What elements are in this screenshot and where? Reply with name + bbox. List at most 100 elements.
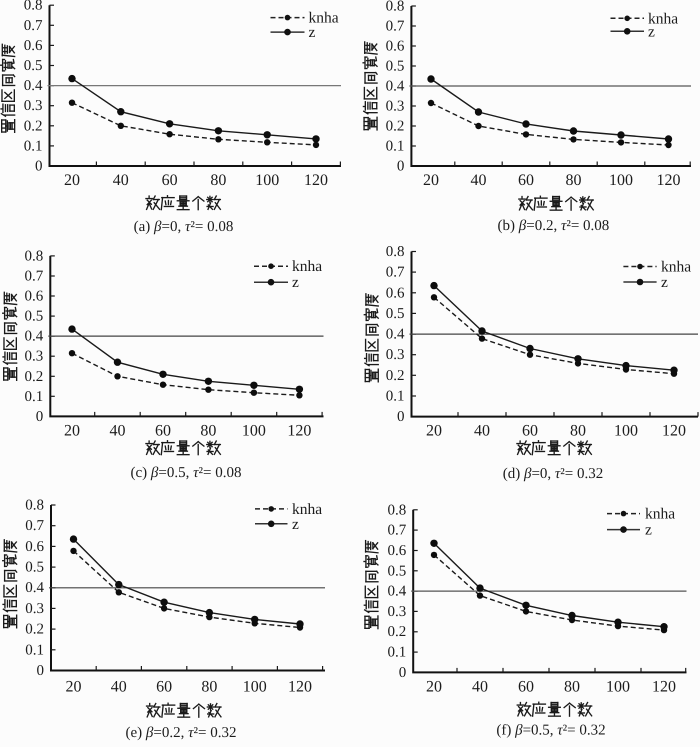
svg-text:0.6: 0.6 xyxy=(386,285,405,301)
svg-text:0.7: 0.7 xyxy=(24,18,43,34)
svg-text:0.5: 0.5 xyxy=(25,309,44,325)
svg-text:0: 0 xyxy=(37,663,45,679)
svg-text:100: 100 xyxy=(606,678,630,695)
svg-text:0.8: 0.8 xyxy=(25,248,44,264)
svg-text:0.8: 0.8 xyxy=(387,502,406,518)
svg-text:100: 100 xyxy=(614,423,638,440)
svg-text:knha: knha xyxy=(309,10,339,27)
svg-text:80: 80 xyxy=(564,678,580,695)
svg-text:60: 60 xyxy=(162,172,178,189)
svg-text:100: 100 xyxy=(609,172,633,189)
svg-text:80: 80 xyxy=(210,172,226,189)
svg-text:0.2: 0.2 xyxy=(386,119,405,135)
svg-text:(e) β=0.2, τ²= 0.32: (e) β=0.2, τ²= 0.32 xyxy=(126,725,237,741)
svg-text:0.7: 0.7 xyxy=(386,265,405,281)
svg-text:0.7: 0.7 xyxy=(25,269,44,285)
svg-text:0.4: 0.4 xyxy=(387,584,406,600)
svg-text:0.1: 0.1 xyxy=(25,389,44,405)
svg-text:0.1: 0.1 xyxy=(386,139,405,155)
svg-text:120: 120 xyxy=(288,679,312,696)
svg-text:(d) β=0, τ²= 0.32: (d) β=0, τ²= 0.32 xyxy=(503,466,604,482)
svg-text:40: 40 xyxy=(113,172,129,189)
svg-text:z: z xyxy=(292,274,299,291)
svg-text:knha: knha xyxy=(648,10,678,27)
svg-text:0.7: 0.7 xyxy=(386,19,405,35)
svg-text:0.2: 0.2 xyxy=(387,624,406,640)
svg-text:z: z xyxy=(309,24,316,41)
svg-text:z: z xyxy=(292,516,299,533)
svg-text:0: 0 xyxy=(35,159,43,175)
svg-text:20: 20 xyxy=(66,679,82,696)
svg-text:120: 120 xyxy=(657,172,681,189)
svg-text:0.4: 0.4 xyxy=(24,78,43,94)
svg-text:0.3: 0.3 xyxy=(387,604,406,620)
svg-text:60: 60 xyxy=(518,678,534,695)
svg-text:0.6: 0.6 xyxy=(387,543,406,559)
svg-text:20: 20 xyxy=(423,172,439,189)
svg-text:0.7: 0.7 xyxy=(387,523,406,539)
svg-text:20: 20 xyxy=(64,172,80,189)
svg-text:120: 120 xyxy=(304,172,328,189)
svg-text:0.8: 0.8 xyxy=(24,0,43,14)
svg-text:0.3: 0.3 xyxy=(25,601,44,617)
svg-text:(b) β=0.2, τ²= 0.08: (b) β=0.2, τ²= 0.08 xyxy=(498,218,610,234)
svg-text:0.6: 0.6 xyxy=(25,539,44,555)
svg-text:80: 80 xyxy=(201,679,217,696)
svg-text:0.6: 0.6 xyxy=(25,289,44,305)
svg-text:0.5: 0.5 xyxy=(25,560,44,576)
svg-text:0: 0 xyxy=(399,665,407,681)
svg-text:z: z xyxy=(661,274,668,291)
svg-text:0.4: 0.4 xyxy=(25,580,44,596)
svg-text:knha: knha xyxy=(292,501,322,518)
svg-text:120: 120 xyxy=(287,422,311,439)
svg-text:0.1: 0.1 xyxy=(387,645,406,661)
svg-text:(f) β=0.5, τ²= 0.32: (f) β=0.5, τ²= 0.32 xyxy=(496,723,605,739)
svg-text:20: 20 xyxy=(426,423,442,440)
svg-text:60: 60 xyxy=(522,423,538,440)
svg-text:0: 0 xyxy=(397,409,405,425)
svg-text:60: 60 xyxy=(155,422,171,439)
svg-text:20: 20 xyxy=(64,422,80,439)
svg-text:120: 120 xyxy=(652,678,676,695)
svg-text:0.7: 0.7 xyxy=(25,518,44,534)
svg-text:0.5: 0.5 xyxy=(386,306,405,322)
svg-text:0: 0 xyxy=(397,159,405,175)
svg-text:0.3: 0.3 xyxy=(24,98,43,114)
svg-text:0.8: 0.8 xyxy=(25,498,44,514)
svg-text:0.2: 0.2 xyxy=(25,369,44,385)
svg-text:0.1: 0.1 xyxy=(386,389,405,405)
svg-text:0.3: 0.3 xyxy=(386,347,405,363)
svg-text:0.4: 0.4 xyxy=(386,79,405,95)
svg-text:knha: knha xyxy=(292,258,322,275)
svg-text:0.1: 0.1 xyxy=(25,642,44,658)
svg-text:0.2: 0.2 xyxy=(25,622,44,638)
svg-text:0.5: 0.5 xyxy=(24,58,43,74)
svg-text:80: 80 xyxy=(200,422,216,439)
svg-text:z: z xyxy=(648,23,655,40)
svg-text:0.4: 0.4 xyxy=(25,329,44,345)
svg-text:z: z xyxy=(645,522,652,539)
svg-text:80: 80 xyxy=(570,423,586,440)
svg-text:0.5: 0.5 xyxy=(387,563,406,579)
svg-text:120: 120 xyxy=(662,423,686,440)
svg-text:(c) β=0.5, τ²= 0.08: (c) β=0.5, τ²= 0.08 xyxy=(131,465,242,481)
svg-text:100: 100 xyxy=(242,422,266,439)
svg-text:0.2: 0.2 xyxy=(24,118,43,134)
svg-text:40: 40 xyxy=(472,678,488,695)
svg-text:knha: knha xyxy=(661,259,691,276)
svg-text:0.4: 0.4 xyxy=(386,327,405,343)
svg-text:100: 100 xyxy=(243,679,267,696)
svg-text:40: 40 xyxy=(111,679,127,696)
svg-text:0.2: 0.2 xyxy=(386,368,405,384)
svg-text:0.8: 0.8 xyxy=(386,0,405,15)
svg-text:0.8: 0.8 xyxy=(386,244,405,260)
svg-text:100: 100 xyxy=(255,172,279,189)
svg-text:0.3: 0.3 xyxy=(25,349,44,365)
svg-text:20: 20 xyxy=(426,678,442,695)
svg-text:60: 60 xyxy=(518,172,534,189)
svg-text:0.6: 0.6 xyxy=(386,39,405,55)
svg-text:0.3: 0.3 xyxy=(386,99,405,115)
svg-text:0.6: 0.6 xyxy=(24,38,43,54)
svg-text:knha: knha xyxy=(645,506,675,523)
svg-text:(a) β=0, τ²= 0.08: (a) β=0, τ²= 0.08 xyxy=(134,219,234,235)
